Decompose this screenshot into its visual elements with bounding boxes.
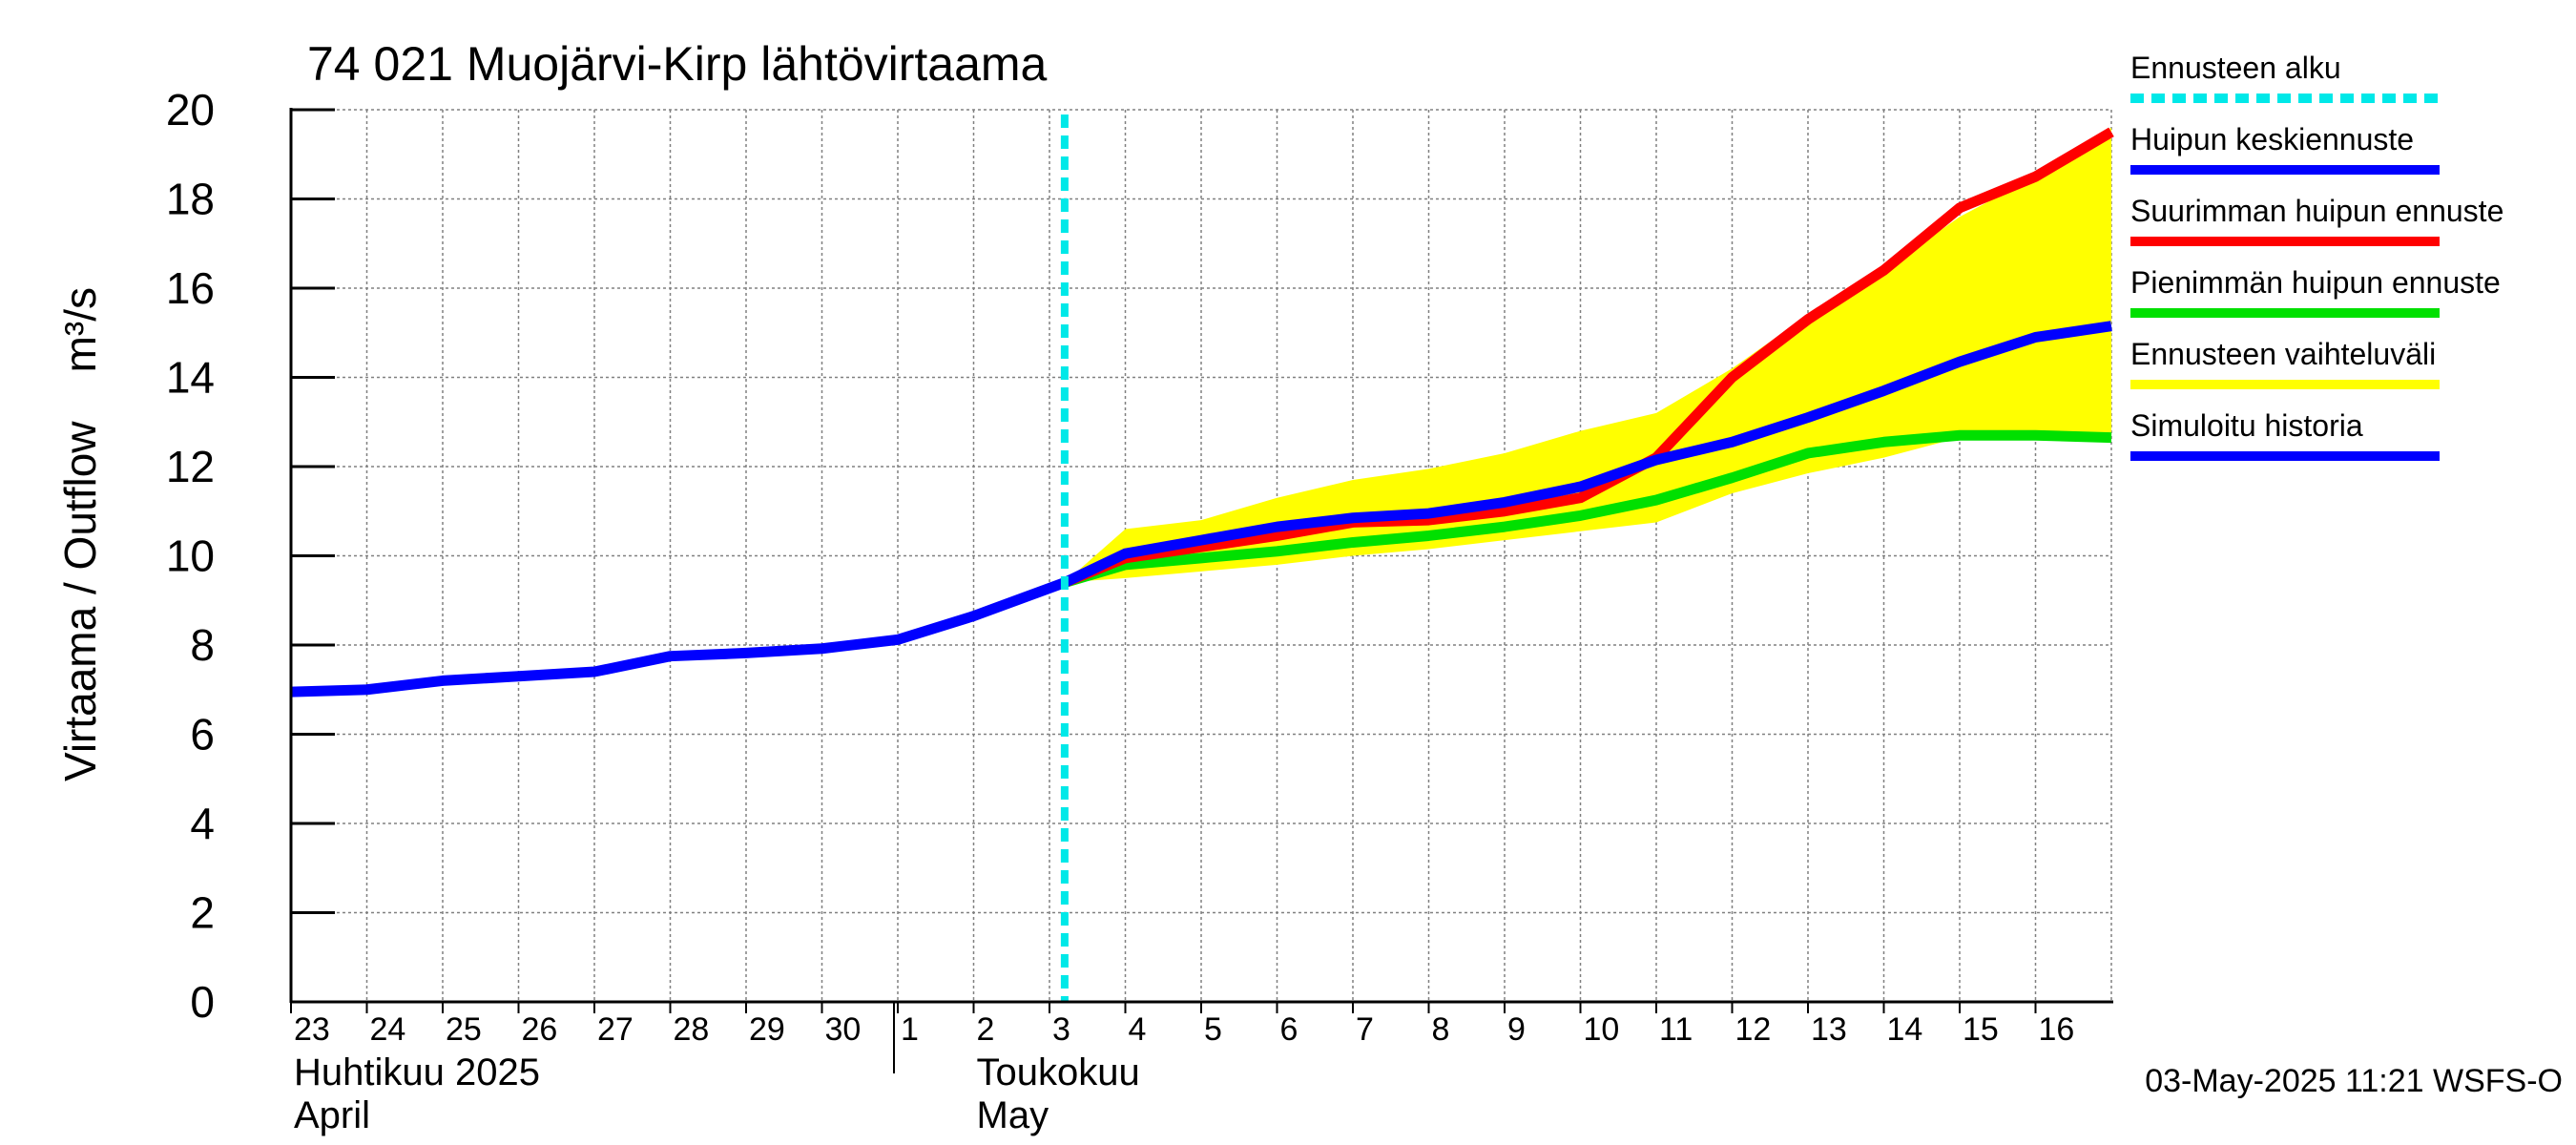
month-label-fi: Huhtikuu 2025	[294, 1051, 540, 1093]
series-line-suurimman-huipun-ennuste	[1062, 127, 2114, 588]
legend-label: Suurimman huipun ennuste	[2130, 194, 2503, 228]
x-tick-label: 25	[446, 1011, 482, 1048]
legend-label: Pienimmän huipun ennuste	[2130, 265, 2501, 300]
y-tick-label: 4	[190, 799, 215, 848]
x-tick-label: 5	[1204, 1011, 1222, 1048]
x-tick-label: 15	[1963, 1011, 1999, 1048]
x-tick-label: 3	[1052, 1011, 1070, 1048]
axes-layer	[289, 108, 2113, 1073]
legend-label: Simuloitu historia	[2130, 408, 2363, 443]
x-tick-label: 27	[597, 1011, 634, 1048]
y-tick-label: 6	[190, 710, 215, 760]
y-tick-label: 20	[166, 85, 215, 135]
x-tick-label: 28	[674, 1011, 710, 1048]
y-tick-label: 10	[166, 531, 215, 581]
y-tick-label: 2	[190, 888, 215, 938]
x-tick-label: 4	[1129, 1011, 1147, 1048]
legend-label: Ennusteen vaihteluväli	[2130, 337, 2436, 371]
x-tick-label: 11	[1659, 1011, 1693, 1048]
legend-label: Ennusteen alku	[2130, 51, 2341, 85]
y-tick-label: 12	[166, 442, 215, 491]
series-line-layer	[290, 127, 2114, 697]
month-label-en: May	[977, 1094, 1049, 1136]
series-line-simuloitu-historia	[290, 577, 1067, 697]
x-tick-label: 26	[522, 1011, 558, 1048]
x-tick-label: 8	[1432, 1011, 1450, 1048]
x-tick-label: 2	[977, 1011, 995, 1048]
x-tick-label: 23	[294, 1011, 330, 1048]
y-tick-label: 0	[190, 977, 215, 1027]
chart-title: 74 021 Muojärvi-Kirp lähtövirtaama	[307, 37, 1048, 91]
x-tick-label: 30	[825, 1011, 862, 1048]
x-tick-label: 16	[2039, 1011, 2075, 1048]
x-tick-label: 12	[1735, 1011, 1772, 1048]
x-tick-label: 13	[1811, 1011, 1847, 1048]
y-tick-label: 14	[166, 353, 215, 403]
x-tick-label: 29	[749, 1011, 785, 1048]
x-tick-label: 24	[370, 1011, 406, 1048]
x-tick-label: 9	[1507, 1011, 1526, 1048]
y-tick-label: 18	[166, 175, 215, 224]
legend-label: Huipun keskiennuste	[2130, 122, 2414, 156]
legend: Ennusteen alku Huipun keskiennuste Suurimm…	[2130, 51, 2503, 461]
month-label-fi: Toukokuu	[977, 1051, 1140, 1093]
series-line-huipun-keskiennuste	[1062, 321, 2112, 588]
x-tick-label: 14	[1887, 1011, 1923, 1048]
series-line-pienimmän-huipun-ennuste	[1063, 429, 2112, 588]
x-tick-label: 7	[1356, 1011, 1374, 1048]
x-tick-label: 6	[1280, 1011, 1298, 1048]
y-tick-label: 8	[190, 620, 215, 670]
x-tick-label: 1	[901, 1011, 919, 1048]
y-tick-label: 16	[166, 263, 215, 313]
footer-timestamp: 03-May-2025 11:21 WSFS-O	[2145, 1063, 2563, 1099]
x-tick-label: 10	[1584, 1011, 1620, 1048]
y-axis-label: Virtaama / Outflow m³/s	[55, 287, 105, 781]
month-label-en: April	[294, 1094, 370, 1136]
